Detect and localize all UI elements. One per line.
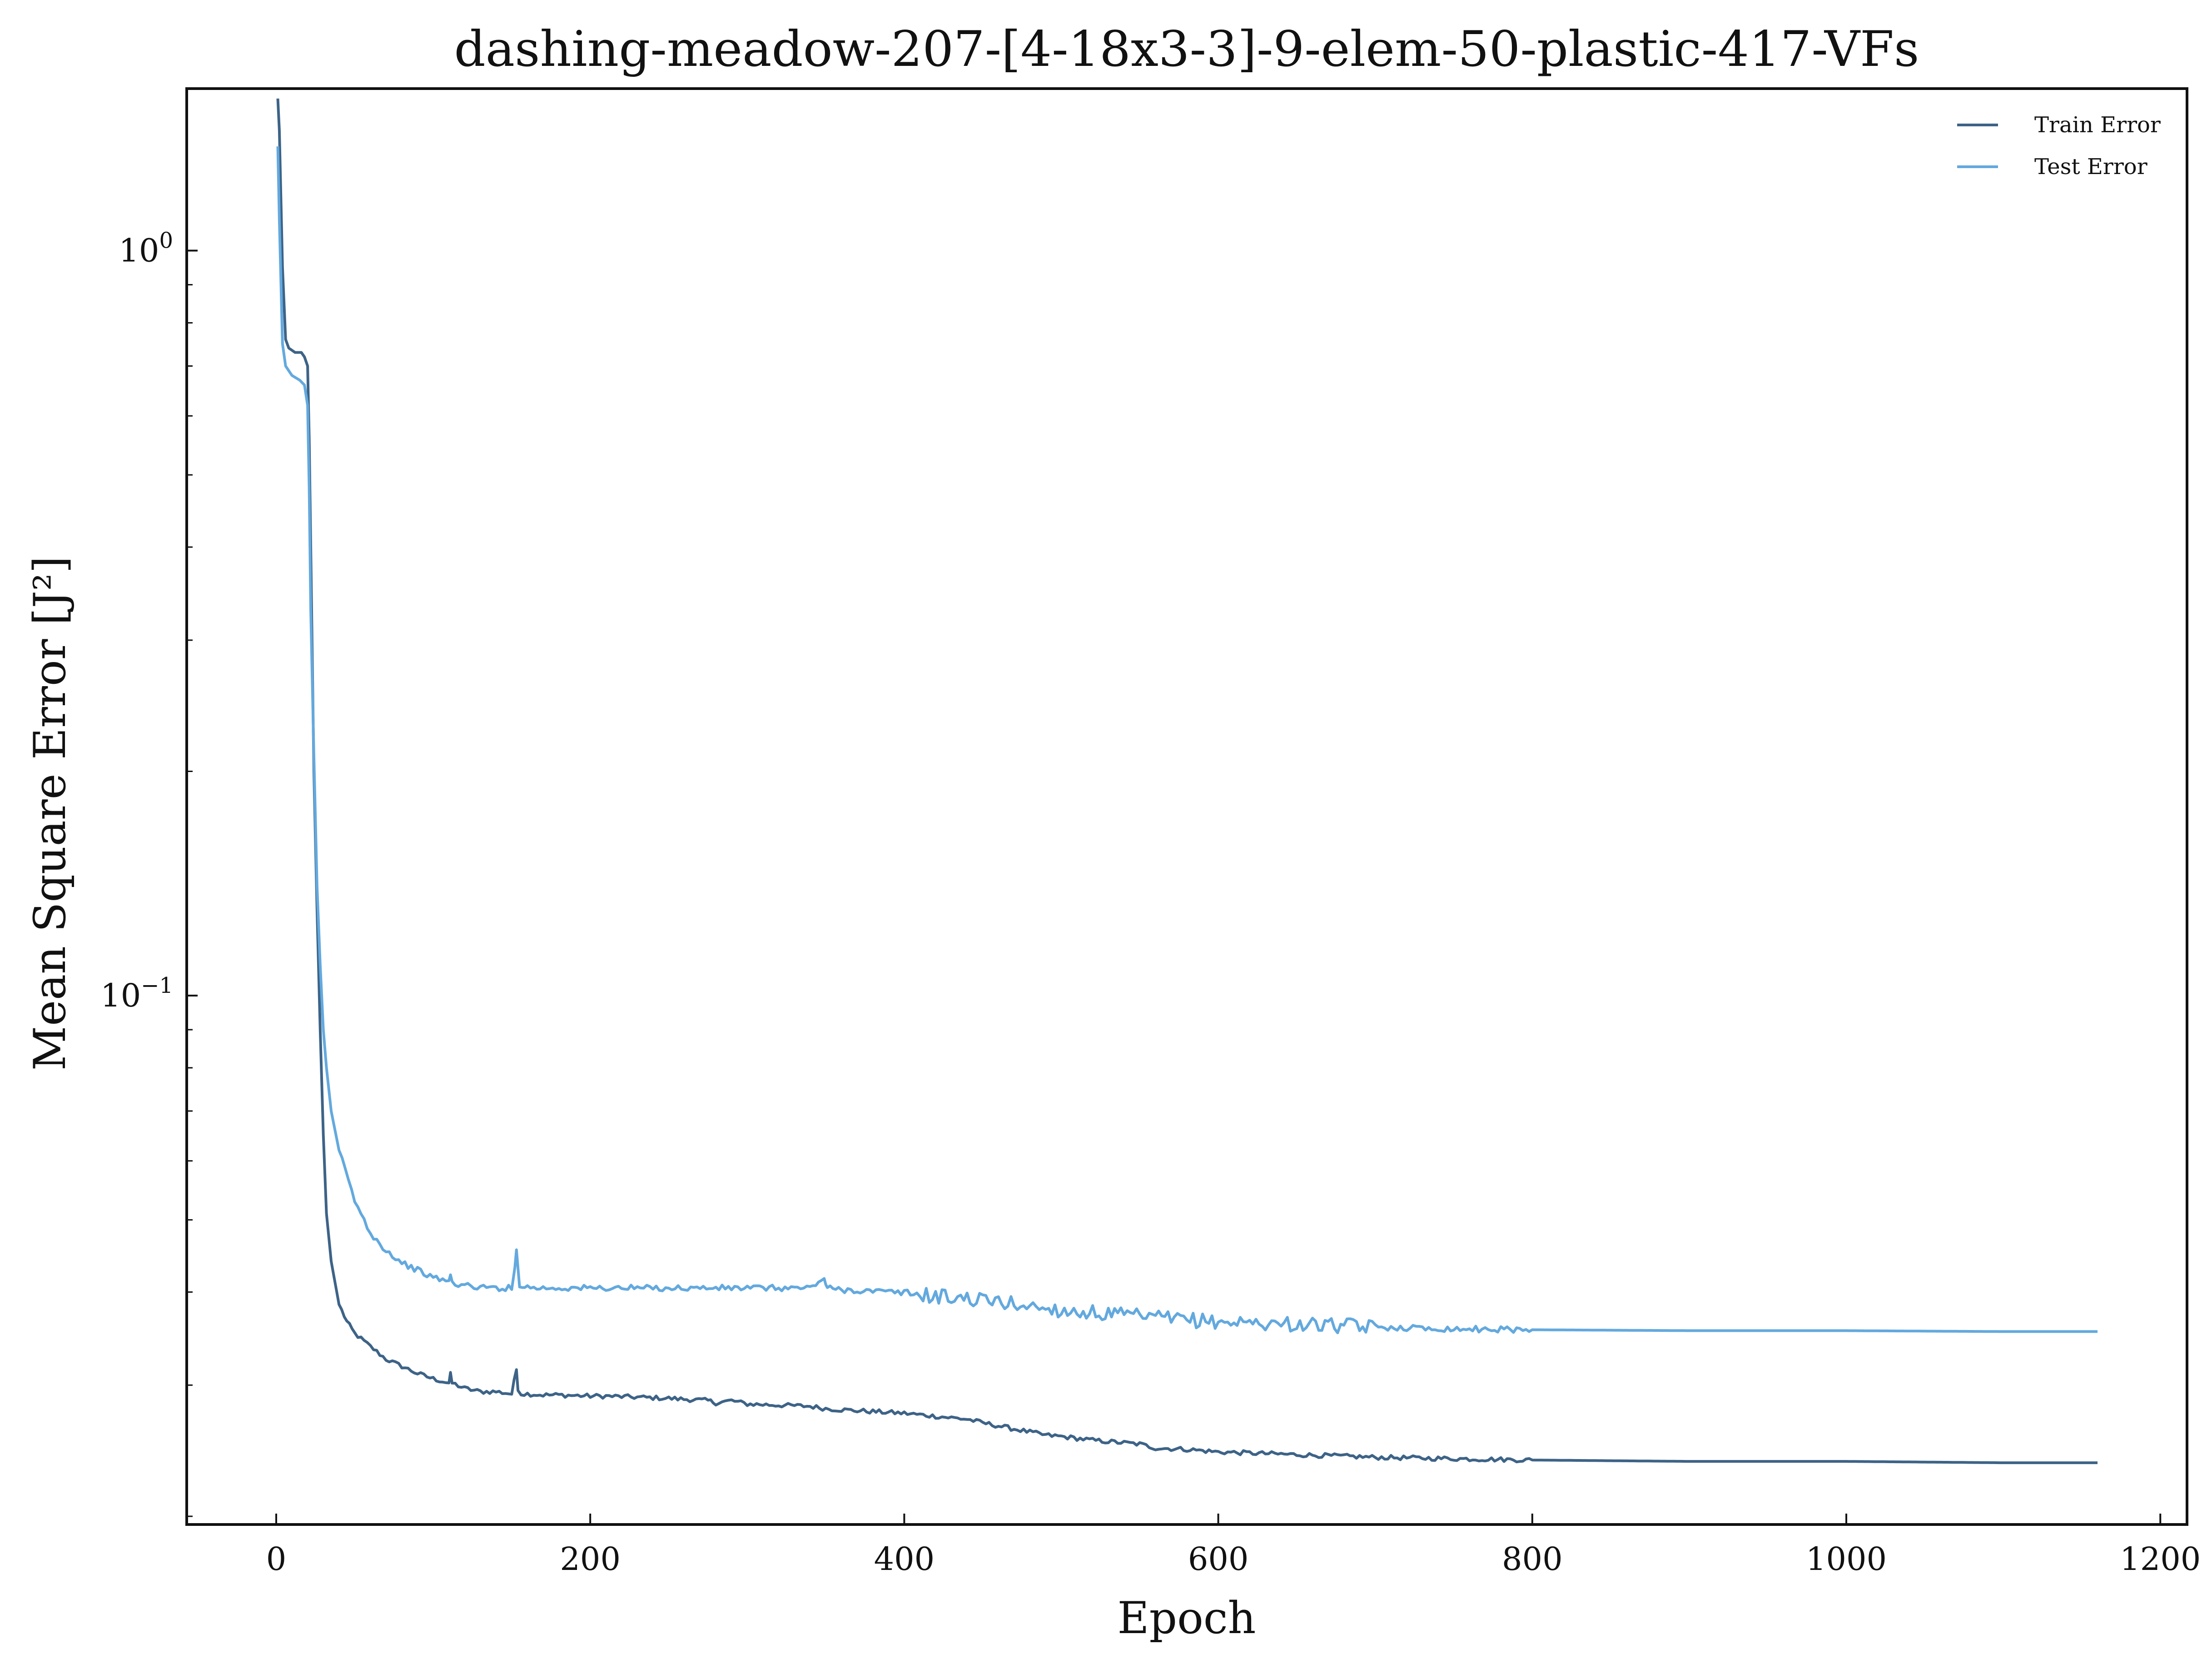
x-tick-label: 1000 [1806,1540,1887,1578]
series-layer [276,98,2098,1465]
x-tick-label: 200 [560,1540,621,1578]
series-line-test-error [276,146,2098,1335]
ticks-layer: 0 200 400 600 800 1000 1200 100 10−1 [100,228,2201,1578]
y-axis-label: Mean Square Error [J²] [25,556,75,1071]
x-tick-label: 800 [1502,1540,1563,1578]
legend: Train Error Test Error [1957,112,2161,179]
x-tick-label: 0 [266,1540,287,1578]
axes-frame [185,87,2188,1526]
chart-title: dashing-meadow-207-[4-18x3-3]-9-elem-50-… [454,21,1919,78]
y-tick-label: 100 [119,228,173,269]
x-axis-label: Epoch [1118,1593,1256,1644]
legend-label: Test Error [2034,154,2147,179]
legend-label: Train Error [2034,112,2161,138]
plot-area [276,98,2098,1465]
y-tick-label: 10−1 [100,973,173,1014]
x-tick-label: 600 [1188,1540,1249,1578]
x-tick-label: 400 [874,1540,935,1578]
x-tick-label: 1200 [2120,1540,2201,1578]
series-line-train-error [276,98,2098,1465]
